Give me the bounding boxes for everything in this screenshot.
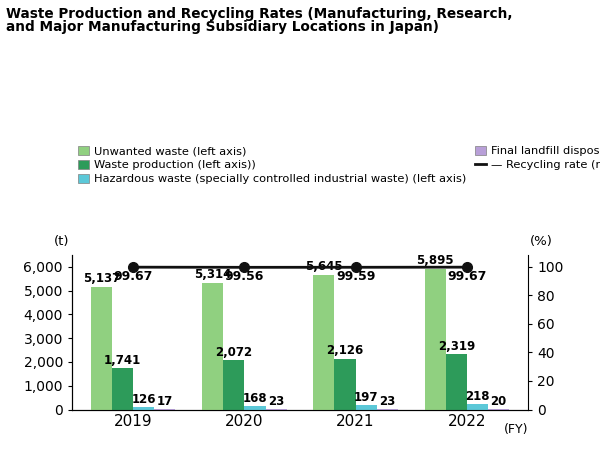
Bar bbox=[202, 283, 223, 410]
Text: 23: 23 bbox=[379, 395, 395, 408]
Text: 99.67: 99.67 bbox=[447, 270, 487, 283]
Bar bbox=[91, 287, 112, 410]
Text: 5,645: 5,645 bbox=[305, 260, 343, 273]
Text: 5,314: 5,314 bbox=[194, 268, 232, 281]
Bar bbox=[377, 409, 398, 410]
Text: 23: 23 bbox=[268, 395, 284, 408]
Text: 99.67: 99.67 bbox=[113, 270, 153, 283]
Text: 218: 218 bbox=[465, 390, 490, 404]
Bar bbox=[425, 269, 446, 410]
Text: 1,741: 1,741 bbox=[104, 354, 141, 367]
Legend: Unwanted waste (left axis), Waste production (left axis)), Hazardous waste (spec: Unwanted waste (left axis), Waste produc… bbox=[77, 146, 600, 184]
Text: (FY): (FY) bbox=[503, 423, 528, 435]
Text: 2,319: 2,319 bbox=[437, 340, 475, 353]
Text: 5,137: 5,137 bbox=[83, 273, 120, 285]
Bar bbox=[446, 354, 467, 410]
Text: (t): (t) bbox=[54, 235, 70, 248]
Text: 168: 168 bbox=[242, 392, 267, 404]
Bar bbox=[313, 275, 334, 410]
Bar bbox=[112, 368, 133, 410]
Text: 99.59: 99.59 bbox=[336, 270, 375, 283]
Text: 2,126: 2,126 bbox=[326, 344, 364, 358]
Text: 5,895: 5,895 bbox=[416, 254, 454, 267]
Text: 126: 126 bbox=[131, 393, 156, 405]
Bar bbox=[488, 409, 509, 410]
Text: 20: 20 bbox=[490, 395, 506, 408]
Bar bbox=[223, 360, 244, 410]
Text: and Major Manufacturing Subsidiary Locations in Japan): and Major Manufacturing Subsidiary Locat… bbox=[6, 20, 439, 35]
Bar bbox=[467, 404, 488, 410]
Text: (%): (%) bbox=[530, 235, 553, 248]
Text: 197: 197 bbox=[354, 391, 379, 404]
Bar bbox=[334, 359, 356, 410]
Text: 99.56: 99.56 bbox=[225, 270, 264, 283]
Text: 2,072: 2,072 bbox=[215, 346, 253, 359]
Bar bbox=[356, 405, 377, 410]
Text: Waste Production and Recycling Rates (Manufacturing, Research,: Waste Production and Recycling Rates (Ma… bbox=[6, 7, 512, 21]
Bar bbox=[244, 405, 266, 410]
Text: 17: 17 bbox=[157, 395, 173, 409]
Bar bbox=[133, 406, 154, 410]
Bar bbox=[266, 409, 287, 410]
